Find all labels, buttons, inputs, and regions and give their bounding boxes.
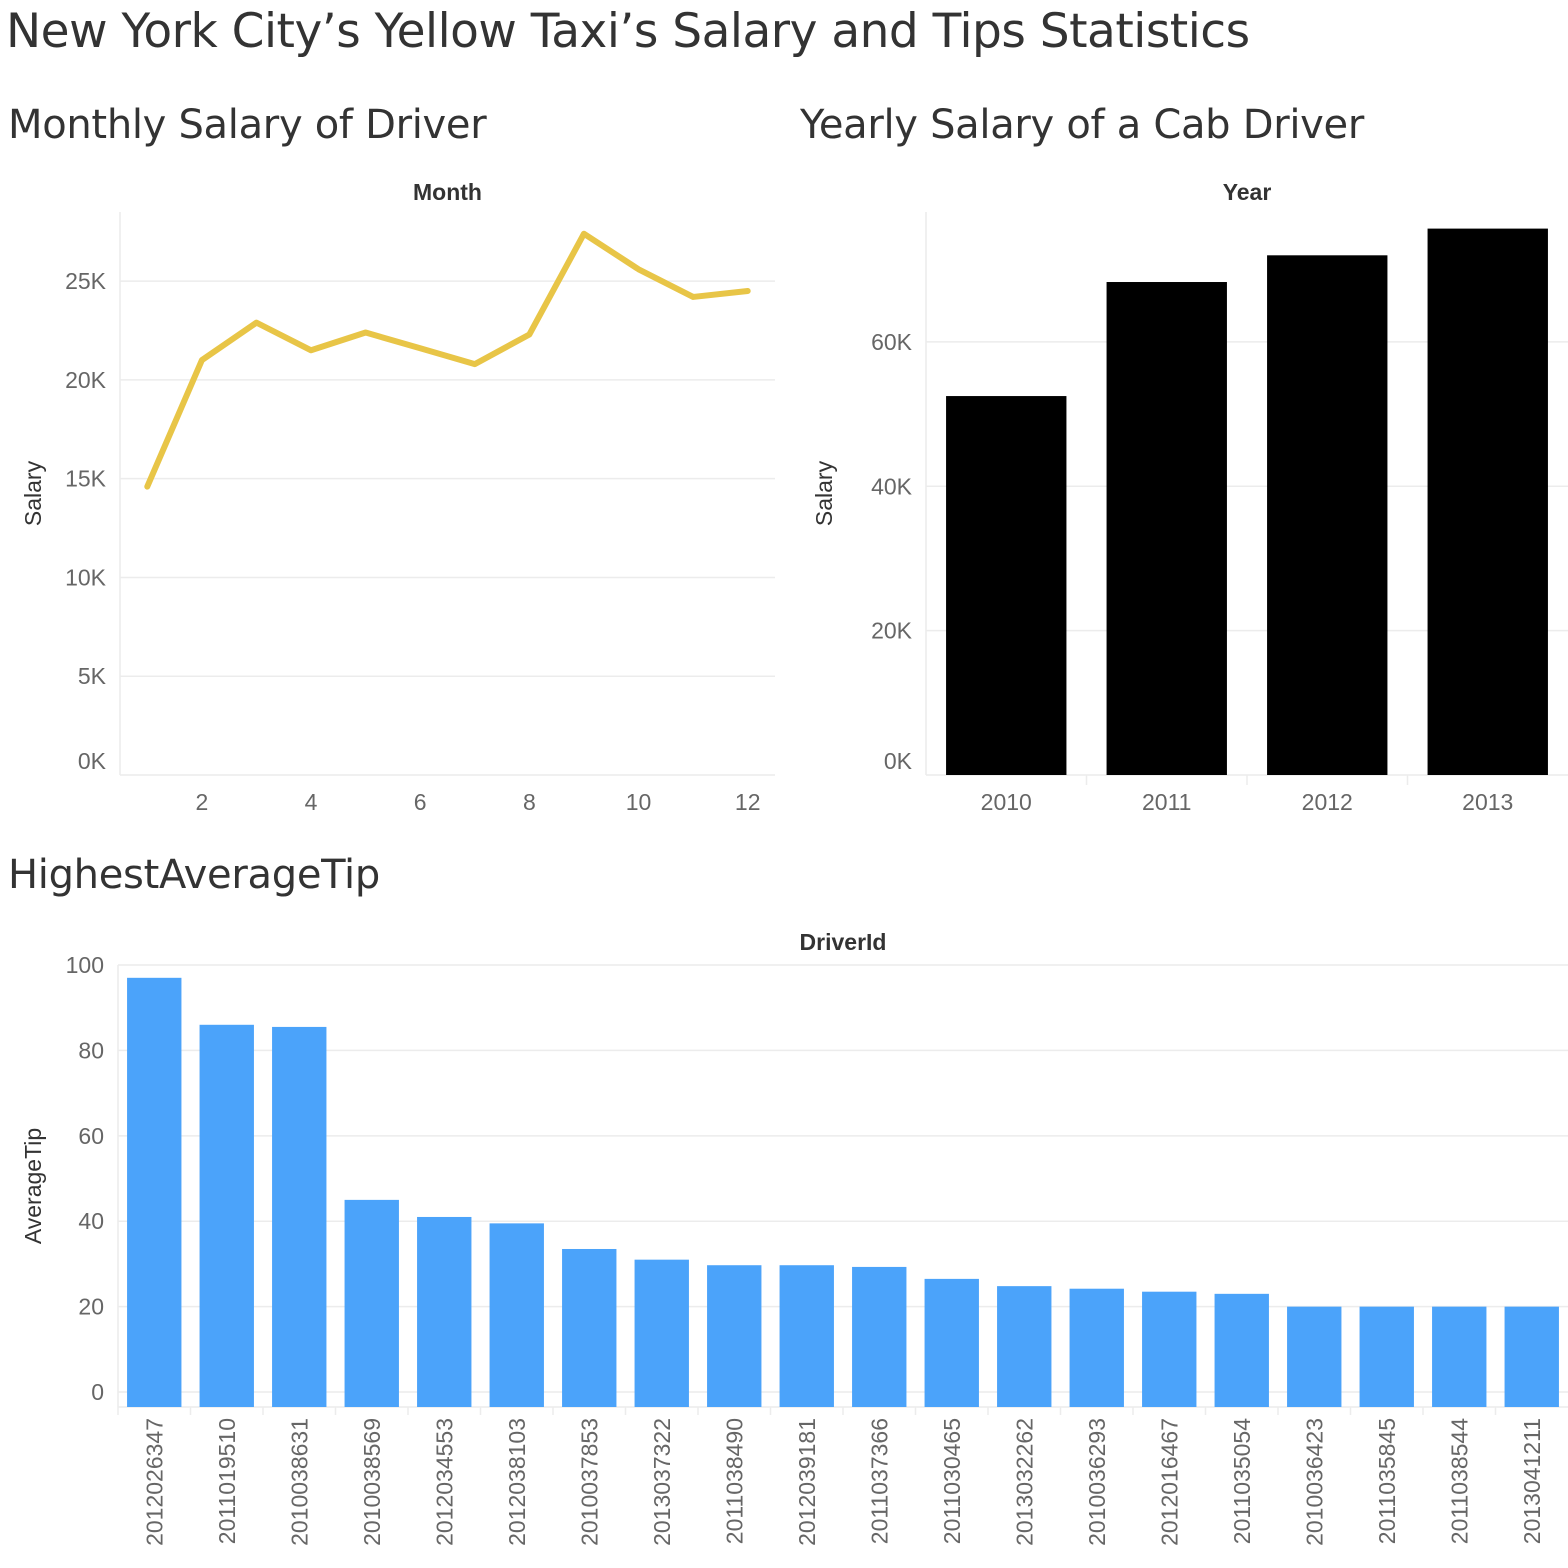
bar-2010037853 bbox=[562, 1248, 617, 1407]
monthly-chart-title: Monthly Salary of Driver bbox=[8, 102, 487, 148]
x-tick-label: 4 bbox=[305, 789, 318, 815]
x-tick-label: 2011035054 bbox=[1229, 1418, 1255, 1544]
x-tick-label: 2010037853 bbox=[576, 1418, 602, 1546]
x-tick-label: 2010 bbox=[981, 789, 1032, 815]
x-tick-label: 2011037366 bbox=[866, 1418, 892, 1544]
x-tick-label: 10 bbox=[626, 789, 652, 815]
x-axis-header: DriverId bbox=[800, 929, 887, 955]
bar-2011037366 bbox=[852, 1266, 907, 1407]
bar-2010036293 bbox=[1069, 1288, 1124, 1407]
bar-2011038490 bbox=[707, 1265, 762, 1407]
bar-2012039181 bbox=[779, 1265, 834, 1407]
x-tick-label: 2011 bbox=[1142, 789, 1191, 815]
x-tick-label: 2011030465 bbox=[939, 1418, 965, 1544]
y-tick-label: 10K bbox=[65, 564, 107, 590]
bar-2012016467 bbox=[1142, 1291, 1197, 1407]
bar-2013 bbox=[1427, 228, 1548, 775]
x-tick-label: 2012026347 bbox=[141, 1418, 167, 1546]
x-tick-label: 2 bbox=[195, 789, 208, 815]
x-tick-label: 2012 bbox=[1302, 789, 1353, 815]
y-tick-label: 40 bbox=[78, 1208, 104, 1234]
bar-2011035054 bbox=[1214, 1293, 1269, 1407]
y-axis-title: Salary bbox=[811, 460, 837, 526]
x-axis-header: Year bbox=[1223, 179, 1272, 205]
bar-2010038569 bbox=[344, 1199, 399, 1407]
bar-2012 bbox=[1267, 255, 1388, 776]
y-tick-label: 0K bbox=[78, 748, 107, 774]
y-tick-label: 0 bbox=[91, 1379, 104, 1405]
dashboard-title: New York City’s Yellow Taxi’s Salary and… bbox=[6, 4, 1250, 59]
x-tick-label: 12 bbox=[735, 789, 761, 815]
y-tick-label: 25K bbox=[65, 268, 107, 294]
bar-2010 bbox=[946, 396, 1067, 775]
x-tick-label: 2013 bbox=[1462, 789, 1513, 815]
x-tick-label: 2013037322 bbox=[649, 1418, 675, 1546]
salary-line bbox=[144, 230, 751, 490]
x-tick-label: 2012038103 bbox=[504, 1418, 530, 1546]
x-tick-label: 2011038490 bbox=[721, 1418, 747, 1544]
x-axis-header: Month bbox=[413, 179, 482, 205]
bar-2013041211 bbox=[1504, 1306, 1559, 1407]
bar-2010038631 bbox=[272, 1026, 327, 1407]
y-tick-label: 80 bbox=[78, 1037, 104, 1063]
y-tick-label: 5K bbox=[78, 663, 107, 689]
x-tick-label: 2011035845 bbox=[1374, 1418, 1400, 1544]
x-tick-label: 2012039181 bbox=[794, 1418, 820, 1546]
y-tick-label: 20 bbox=[78, 1294, 104, 1320]
x-tick-label: 2013032262 bbox=[1011, 1418, 1037, 1546]
bar-2011 bbox=[1106, 282, 1227, 775]
x-tick-label: 2011038544 bbox=[1446, 1418, 1472, 1544]
y-tick-label: 20K bbox=[65, 367, 107, 393]
bar-2011019510 bbox=[199, 1024, 254, 1407]
y-axis-title: AverageTip bbox=[20, 1128, 46, 1244]
x-tick-label: 2013041211 bbox=[1519, 1418, 1545, 1544]
x-tick-label: 2010036293 bbox=[1084, 1418, 1110, 1546]
bar-2012038103 bbox=[489, 1223, 544, 1407]
tips-chart-title: HighestAverageTip bbox=[8, 852, 380, 898]
bar-2012026347 bbox=[127, 977, 182, 1407]
bar-2011038544 bbox=[1432, 1306, 1487, 1407]
x-tick-label: 2010036423 bbox=[1301, 1418, 1327, 1546]
y-tick-label: 40K bbox=[871, 473, 913, 499]
y-tick-label: 60 bbox=[78, 1123, 104, 1149]
y-axis-title: Salary bbox=[20, 460, 46, 526]
yearly-chart-title: Yearly Salary of a Cab Driver bbox=[800, 102, 1364, 148]
bar-2011035845 bbox=[1359, 1306, 1414, 1407]
y-tick-label: 100 bbox=[66, 952, 104, 978]
x-tick-label: 2011019510 bbox=[214, 1418, 240, 1544]
bar-2011030465 bbox=[924, 1278, 979, 1407]
y-tick-label: 0K bbox=[884, 748, 913, 774]
x-tick-label: 2010038569 bbox=[359, 1418, 385, 1546]
bar-2012034553 bbox=[417, 1216, 472, 1407]
y-tick-label: 15K bbox=[65, 466, 107, 492]
x-tick-label: 2012016467 bbox=[1156, 1418, 1182, 1546]
x-tick-label: 2010038631 bbox=[286, 1418, 312, 1546]
bar-2010036423 bbox=[1287, 1306, 1342, 1407]
y-tick-label: 60K bbox=[871, 329, 913, 355]
x-tick-label: 2012034553 bbox=[431, 1418, 457, 1546]
x-tick-label: 8 bbox=[523, 789, 536, 815]
y-tick-label: 20K bbox=[871, 618, 913, 644]
bar-2013032262 bbox=[997, 1286, 1052, 1407]
x-tick-label: 6 bbox=[414, 789, 427, 815]
bar-2013037322 bbox=[634, 1259, 689, 1407]
